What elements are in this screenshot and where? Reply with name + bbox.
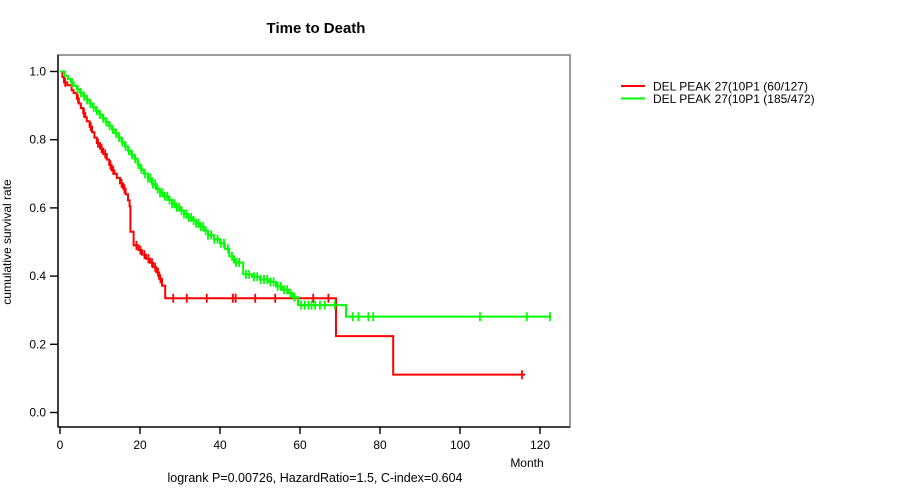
y-axis-title: cumulative survival rate: [0, 179, 14, 305]
survival-curve-red: [60, 70, 526, 376]
x-tick-label: 40: [213, 438, 227, 452]
legend: DEL PEAK 27(10P1 (60/127) DEL PEAK 27(10…: [621, 80, 815, 106]
x-tick-label: 120: [530, 438, 550, 452]
y-tick-label: 0.8: [29, 133, 46, 147]
y-tick-label: 1.0: [29, 65, 46, 79]
legend-label-green: DEL PEAK 27(10P1 (185/472): [653, 92, 815, 106]
survival-curve-green: [60, 70, 550, 318]
plot-frame: [57, 54, 571, 428]
survival-curves: [60, 70, 551, 380]
x-tick-label: 80: [373, 438, 387, 452]
plot-caption: logrank P=0.00726, HazardRatio=1.5, C-in…: [168, 471, 463, 485]
x-axis-title: Month: [510, 456, 543, 470]
y-tick-label: 0.2: [29, 337, 46, 351]
axes: 0 20 40 60 80 100 120 0.0 0.2 0.4 0.6 0.8 1.0: [29, 54, 571, 452]
legend-label-red: DEL PEAK 27(10P1 (60/127): [653, 80, 808, 94]
y-tick-label: 0.4: [29, 269, 46, 283]
y-tick-label: 0.6: [29, 201, 46, 215]
censor-marks-green: [71, 77, 551, 322]
x-tick-label: 100: [450, 438, 470, 452]
x-tick-label: 60: [293, 438, 307, 452]
censor-marks-red: [64, 77, 523, 380]
x-tick-label: 20: [133, 438, 147, 452]
y-tick-label: 0.0: [29, 406, 46, 420]
plot-title: Time to Death: [267, 20, 366, 37]
x-tick-label: 0: [57, 438, 64, 452]
